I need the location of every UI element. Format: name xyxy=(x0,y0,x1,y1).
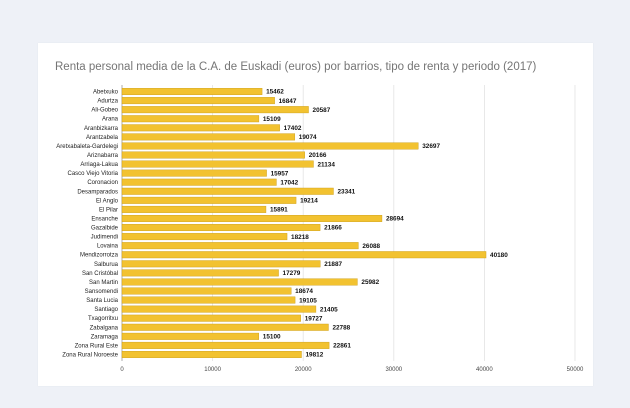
category-label: Gazalbide xyxy=(91,226,119,232)
bar xyxy=(121,323,329,331)
bar xyxy=(121,242,359,250)
value-label: 18674 xyxy=(295,288,313,295)
x-tick-label: 0 xyxy=(120,367,124,373)
bar xyxy=(121,133,296,141)
bar xyxy=(121,233,288,241)
category-label: Aretxabaleta-Gardelegi xyxy=(56,144,118,150)
value-label: 22861 xyxy=(333,343,351,350)
category-label: Ali-Gobeo xyxy=(91,108,118,114)
value-label: 15462 xyxy=(266,89,284,96)
bar xyxy=(121,278,358,286)
category-label: Ariznabarra xyxy=(87,153,119,159)
category-label: Desamparados xyxy=(77,189,118,195)
value-label: 21887 xyxy=(324,261,342,268)
bar xyxy=(121,314,301,322)
bar xyxy=(121,142,419,150)
category-label: Aranbizkarra xyxy=(84,126,119,132)
bar xyxy=(121,332,260,340)
category-label: Arriaga-Lakua xyxy=(80,162,118,168)
category-label: Arana xyxy=(102,117,119,123)
value-label: 28694 xyxy=(386,216,404,223)
bar xyxy=(121,351,302,358)
category-label: Zona Rural Noroeste xyxy=(62,352,118,358)
category-label: El Pilar xyxy=(99,207,118,213)
chart-card: Renta personal media de la C.A. de Euska… xyxy=(38,43,593,386)
bar-chart: 0 10000 20000 30000 40000 50000 Abetxuko 15462 A… xyxy=(56,85,584,373)
value-label: 19214 xyxy=(300,198,318,205)
category-label: Arantzabela xyxy=(86,135,119,141)
value-label: 15109 xyxy=(263,116,281,123)
chart-title: Renta personal media de la C.A. de Euska… xyxy=(55,61,537,73)
category-label: Sansomendi xyxy=(85,289,118,295)
value-label: 15957 xyxy=(271,170,289,177)
x-tick-label: 40000 xyxy=(476,367,493,373)
bar xyxy=(121,215,383,222)
bar xyxy=(121,115,260,123)
category-label: Zona Rural Este xyxy=(75,343,119,349)
bar xyxy=(121,151,305,159)
value-label: 17279 xyxy=(283,270,301,277)
value-label: 16847 xyxy=(279,98,297,105)
value-label: 19074 xyxy=(299,134,317,141)
category-label: El Anglo xyxy=(96,198,119,204)
value-label: 21405 xyxy=(320,306,338,313)
category-label: Zaramaga xyxy=(91,334,119,340)
category-label: Santa Lucia xyxy=(86,298,118,304)
value-label: 15891 xyxy=(270,207,288,214)
bar xyxy=(121,178,277,186)
category-label: Ensanche xyxy=(91,216,118,222)
category-label: Adurtza xyxy=(97,99,118,105)
bar xyxy=(121,341,330,349)
bar xyxy=(121,260,321,268)
category-label: San Martin xyxy=(89,280,118,286)
category-label: Txagorritxu xyxy=(88,316,118,322)
value-label: 19727 xyxy=(305,315,323,322)
value-label: 20587 xyxy=(313,107,331,114)
value-label: 17402 xyxy=(284,125,302,132)
value-label: 32697 xyxy=(422,143,440,150)
bar xyxy=(121,169,267,177)
category-label: Casco Viejo Vitoria xyxy=(68,171,119,177)
category-label: Abetxuko xyxy=(93,90,119,96)
bar xyxy=(121,97,275,105)
bar xyxy=(121,88,263,95)
value-label: 15100 xyxy=(263,334,281,341)
value-label: 22788 xyxy=(332,324,350,331)
bar xyxy=(121,269,279,277)
category-label: Mendizorrotza xyxy=(80,253,119,259)
value-label: 20166 xyxy=(309,152,327,159)
value-label: 19812 xyxy=(305,352,323,359)
category-label: Judimendi xyxy=(91,235,118,241)
category-label: Salburua xyxy=(94,262,119,268)
bar xyxy=(121,224,321,231)
bar xyxy=(121,296,296,304)
bar xyxy=(121,287,292,295)
bar xyxy=(121,187,334,195)
value-label: 21866 xyxy=(324,225,342,232)
bar xyxy=(121,106,309,114)
bar xyxy=(121,196,297,204)
x-tick-label: 30000 xyxy=(385,367,402,373)
category-label: Coronacion xyxy=(87,180,118,186)
bar xyxy=(121,305,317,313)
value-label: 23341 xyxy=(337,188,355,195)
x-tick-label: 10000 xyxy=(204,367,221,373)
value-label: 21134 xyxy=(317,161,335,168)
category-label: Zabalgana xyxy=(90,325,119,331)
value-label: 19105 xyxy=(299,297,317,304)
value-label: 25982 xyxy=(361,279,379,286)
category-label: San Cristóbal xyxy=(82,271,118,277)
value-label: 17042 xyxy=(280,179,298,186)
x-tick-label: 20000 xyxy=(295,367,312,373)
category-label: Santiago xyxy=(94,307,118,313)
value-label: 18218 xyxy=(291,234,309,241)
value-label: 40180 xyxy=(490,252,508,259)
x-tick-label: 50000 xyxy=(567,367,584,373)
bar xyxy=(121,251,487,259)
bar xyxy=(121,124,280,132)
bar xyxy=(121,205,267,213)
category-label: Lovaina xyxy=(97,244,119,250)
value-label: 26088 xyxy=(362,243,380,250)
bar xyxy=(121,160,314,168)
